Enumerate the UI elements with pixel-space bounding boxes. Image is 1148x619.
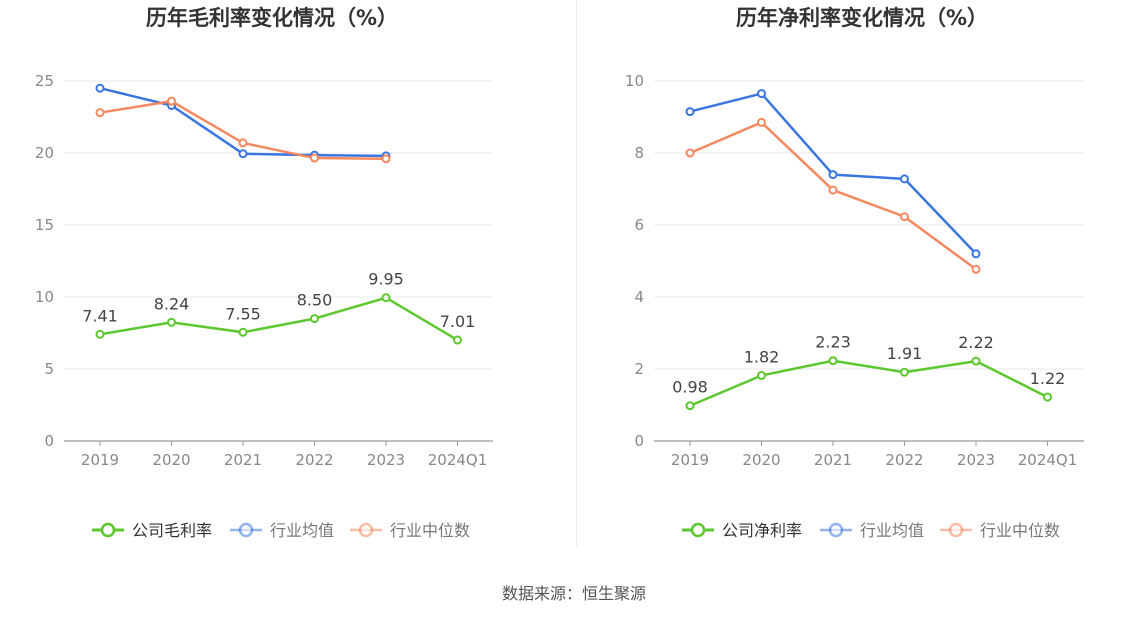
gross-legend-label: 行业中位数: [390, 521, 470, 540]
net-y-tick-label: 2: [634, 360, 644, 378]
net-legend-label: 行业中位数: [980, 521, 1060, 540]
net-point-company: [685, 401, 695, 411]
net-margin-chart: 历年净利率变化情况（%） 0 2 4 6 8 10 2019 2020 2021 2022 2023 2…: [625, 6, 1084, 540]
gross-y-tick-label: 10: [35, 288, 54, 306]
gross-x-tick-label: 2023: [367, 451, 405, 469]
net-x-tick-label: 2022: [885, 451, 923, 469]
gross-data-label: 9.95: [368, 270, 404, 289]
gross-point-company: [381, 293, 391, 303]
net-y-tick-label: 8: [634, 144, 644, 162]
gross-data-label: 7.55: [225, 304, 261, 323]
gross-legend-label: 公司毛利率: [132, 521, 212, 540]
net-x-tick-label: 2024Q1: [1018, 451, 1078, 469]
gross-point-industry_avg: [95, 83, 105, 93]
gross-legend-label: 行业均值: [270, 521, 334, 540]
gross-data-label: 8.50: [297, 291, 333, 310]
net-point-company: [757, 370, 766, 380]
net-x-tick-label: 2023: [957, 451, 995, 469]
net-chart-title: 历年净利率变化情况（%）: [736, 6, 988, 30]
net-series-line-company: [689, 359, 1049, 407]
net-point-industry_median: [900, 212, 909, 222]
net-y-tick-label: 10: [625, 72, 644, 90]
gross-data-label: 7.01: [440, 312, 476, 331]
gross-point-company: [453, 335, 462, 345]
net-legend-label: 行业均值: [860, 521, 924, 540]
gross-series-line-company: [99, 296, 459, 342]
net-point-industry_avg: [900, 174, 909, 184]
net-legend-marker: [948, 522, 964, 538]
gross-x-tick-label: 2021: [224, 451, 262, 469]
net-point-industry_avg: [757, 89, 766, 99]
gross-point-industry_median: [238, 138, 248, 148]
net-y-tick-label: 6: [634, 216, 644, 234]
net-data-label: 1.22: [1030, 369, 1066, 388]
net-legend-item: 行业中位数: [940, 521, 1060, 540]
gross-x-tick-label: 2024Q1: [428, 451, 488, 469]
gross-data-label: 7.41: [82, 306, 118, 325]
gross-y-tick-label: 15: [35, 216, 54, 234]
net-point-industry_avg: [828, 170, 838, 180]
gross-point-company: [238, 327, 248, 337]
net-point-industry_avg: [971, 249, 981, 259]
gross-legend-marker: [358, 522, 374, 538]
gross-chart-title: 历年毛利率变化情况（%）: [146, 6, 398, 30]
gross-y-tick-label: 25: [35, 72, 54, 90]
gross-point-company: [167, 317, 176, 327]
net-legend-label: 公司净利率: [722, 521, 802, 540]
net-point-industry_median: [828, 185, 838, 195]
gross-x-tick-label: 2020: [152, 451, 190, 469]
net-x-tick-label: 2021: [814, 451, 852, 469]
net-point-company: [828, 356, 838, 366]
gross-point-company: [310, 314, 319, 324]
gross-point-industry_median: [95, 108, 105, 118]
gross-point-company: [95, 329, 105, 339]
net-legend-marker: [690, 522, 706, 538]
gross-x-tick-label: 2019: [81, 451, 119, 469]
net-point-industry_median: [757, 117, 766, 127]
net-point-company: [971, 356, 981, 366]
net-series-line-industry_median: [689, 121, 977, 271]
gross-data-label: 8.24: [154, 294, 190, 313]
net-x-tick-label: 2020: [742, 451, 780, 469]
gross-point-industry_median: [381, 154, 391, 164]
gross-y-tick-label: 0: [44, 432, 54, 450]
gross-legend-item: 行业均值: [230, 521, 334, 540]
gross-y-tick-label: 5: [44, 360, 54, 378]
net-data-label: 2.22: [958, 333, 994, 352]
net-x-tick-label: 2019: [671, 451, 709, 469]
net-point-company: [1043, 392, 1052, 402]
gross-x-tick-label: 2022: [295, 451, 333, 469]
net-point-company: [900, 367, 909, 377]
gross-point-industry_avg: [238, 149, 248, 159]
net-y-tick-label: 4: [634, 288, 644, 306]
net-data-label: 1.91: [887, 344, 923, 363]
gross-legend-item: 公司毛利率: [92, 521, 212, 540]
gross-point-industry_median: [310, 153, 319, 163]
net-point-industry_median: [971, 264, 981, 274]
net-point-industry_avg: [685, 107, 695, 117]
gross-margin-chart: 历年毛利率变化情况（%） 0 5 10 15 20 25 2019 2020 2021 2022 20…: [35, 6, 493, 540]
gross-point-industry_median: [167, 96, 176, 106]
net-legend-item: 公司净利率: [682, 521, 802, 540]
source-label: 数据来源：恒生聚源: [501, 584, 646, 603]
net-legend-marker: [828, 522, 844, 538]
gross-y-tick-label: 20: [35, 144, 54, 162]
net-legend-item: 行业均值: [820, 521, 924, 540]
net-data-label: 2.23: [815, 333, 851, 352]
gross-legend-marker: [238, 522, 254, 538]
gross-legend-item: 行业中位数: [350, 521, 470, 540]
net-data-label: 1.82: [744, 347, 780, 366]
gross-legend-marker: [100, 522, 116, 538]
net-y-tick-label: 0: [634, 432, 644, 450]
net-data-label: 0.98: [672, 378, 708, 397]
net-point-industry_median: [685, 148, 695, 158]
panel-divider: [576, 0, 577, 548]
